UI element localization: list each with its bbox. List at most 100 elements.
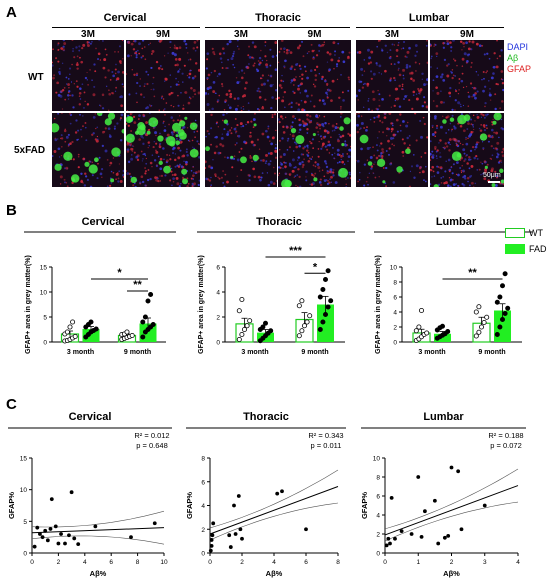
data-point [239,297,245,303]
scatter-point [43,528,48,533]
y-tick-label: 6 [376,494,380,501]
scatter-point [436,541,441,546]
y-tick-label: 0 [393,340,397,347]
x-tick-label: 4 [272,559,276,566]
x-tick-label: 8 [136,559,140,566]
data-point [148,292,154,298]
scatter-point [45,538,50,543]
data-point [476,304,482,310]
scatter-point [209,543,214,548]
y-tick-label: 2 [376,532,380,539]
data-point [424,330,430,336]
y-axis-label: GFAP+ area in grey matter(%) [25,255,32,354]
age-label-lumbar-3m: 3M [385,29,399,40]
regression-line [209,486,339,535]
scatter-point [384,543,389,548]
y-tick-label: 8 [376,475,380,482]
channel-gfap: GFAP [507,64,532,74]
scale-bar [488,181,500,183]
panel-a-lumbar-rule [356,27,504,28]
data-point [494,332,500,338]
scatter-point [129,535,133,540]
data-point [150,322,156,328]
scatter-point [419,534,424,539]
regression-line [384,485,519,536]
channel-legend: DAPI Aβ GFAP [507,42,531,75]
data-point [322,277,328,283]
legend-swatch-wt [505,228,525,238]
confidence-band-upper [384,468,519,530]
chart-title: Lumbar [423,411,464,423]
category-label: 9 month [124,349,151,356]
scatter-point [32,544,37,549]
scatter-point [388,541,392,546]
legend-label-fad: FAD [529,244,547,254]
scatter-point [35,525,40,530]
data-point [263,320,269,326]
legend-swatch-fad [505,244,525,254]
scatter-point [49,497,54,502]
panel-a-thoracic-rule [205,27,350,28]
category-label: 3 month [67,349,94,356]
r-squared-label: R² = 0.188 [488,431,523,440]
chart-title: Cervical [69,411,112,423]
scatter-point [76,542,81,547]
category-label: 9 month [301,349,328,356]
y-tick-label: 15 [40,265,48,272]
micrograph-5xfad-cervical-9m [126,113,200,187]
y-tick-label: 0 [376,551,380,558]
scatter-point [38,532,42,536]
y-tick-label: 10 [373,456,381,463]
data-point [325,304,331,310]
genotype-label-wt: WT [28,72,44,83]
legend-item-wt: WT [505,228,547,238]
scatter-point [53,524,58,529]
data-point [268,328,274,334]
scatter-point [442,535,447,540]
micrograph-5xfad-cervical-3m [52,113,124,187]
legend-label-wt: WT [529,228,543,238]
data-point [64,329,70,335]
scatter-point [233,532,238,536]
scatter-point [211,521,216,526]
r-squared-label: R² = 0.012 [134,431,169,440]
data-point [322,312,328,318]
x-axis-label: Aβ% [266,569,283,578]
data-point [499,317,505,323]
y-axis-label: GFAP+ area in grey matter(%) [375,255,382,354]
age-label-thoracic-9m: 9M [307,29,322,40]
scatter-point [59,532,63,536]
y-tick-label: 10 [390,265,398,272]
data-point [260,324,266,330]
channel-dapi: DAPI [507,42,529,52]
scale-bar-label: 50μm [483,172,501,179]
panel-a-label: A [6,4,17,21]
data-point [299,298,305,304]
p-value-label: p = 0.072 [490,441,522,450]
data-point [494,299,500,305]
y-tick-label: 0 [216,340,220,347]
data-point [140,319,146,325]
regression-line [31,527,165,534]
scatter-point [446,534,451,538]
panel-a-region-thoracic: Thoracic [255,12,301,24]
age-label-lumbar-9m: 9M [460,29,474,40]
channel-abeta: Aβ [507,53,519,63]
data-point [320,319,326,325]
data-point [239,332,245,338]
scatter-point [432,498,437,503]
bar-chart-cervical: Cervical 0 5 10 15 GFAP+ area in grey matter(… [24,216,176,356]
x-tick-label: 0 [30,559,34,566]
significance-label: * [313,261,318,273]
x-tick-label: 2 [240,559,244,566]
data-point [67,324,73,330]
scatter-point [240,536,244,541]
y-tick-label: 8 [201,456,205,463]
scatter-point [389,496,394,500]
micrograph-wt-cervical-3m [52,40,124,111]
data-point [502,311,508,317]
data-point [304,319,310,325]
